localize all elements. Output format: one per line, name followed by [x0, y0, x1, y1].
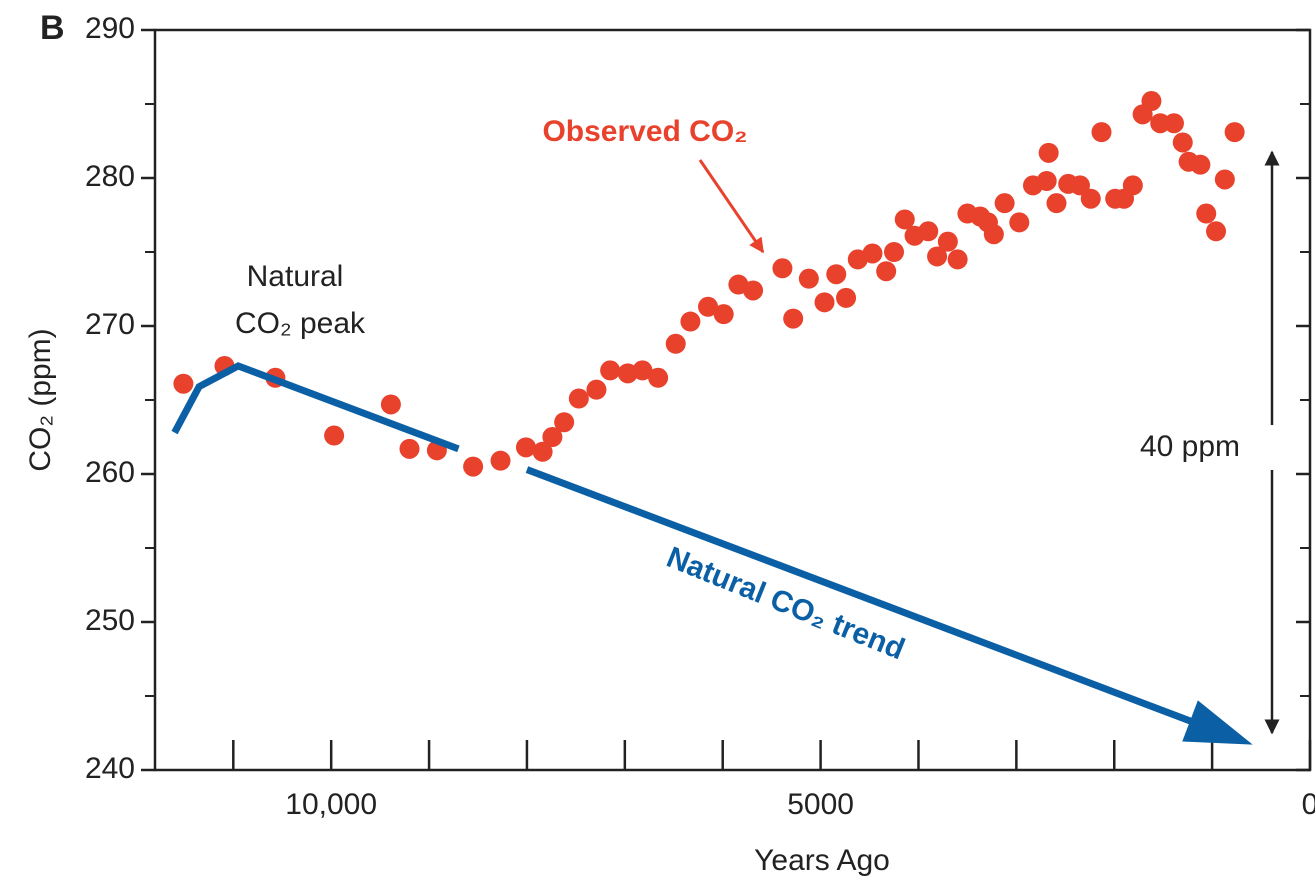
trend-line — [525, 466, 1243, 744]
data-point — [1163, 113, 1184, 134]
y-tick-label: 290 — [85, 12, 135, 45]
data-point — [1009, 212, 1030, 233]
data-point — [680, 311, 701, 332]
data-point — [1196, 203, 1217, 224]
data-point — [713, 304, 734, 325]
data-point — [1150, 113, 1171, 134]
series-label: Observed CO₂ — [542, 115, 747, 148]
data-point — [1080, 188, 1101, 209]
data-point — [894, 209, 915, 230]
data-point — [1172, 132, 1193, 153]
data-point — [862, 243, 883, 264]
y-tick-label: 270 — [85, 308, 135, 341]
x-tick-label: 5000 — [787, 788, 854, 821]
annotation: CO₂ peak — [235, 307, 366, 340]
data-point — [698, 296, 719, 317]
data-point — [1038, 142, 1059, 163]
data-point — [937, 231, 958, 252]
data-point — [173, 373, 194, 394]
y-tick-label: 250 — [85, 604, 135, 637]
y-tick-label: 240 — [85, 752, 135, 785]
data-point — [783, 308, 804, 329]
data-point — [632, 360, 653, 381]
data-point — [1122, 175, 1143, 196]
data-point — [515, 437, 536, 458]
data-point — [1036, 170, 1057, 191]
data-point — [994, 193, 1015, 214]
y-axis-label: CO₂ (ppm) — [24, 328, 57, 471]
x-axis-label: Years Ago — [754, 844, 890, 877]
y-tick-label: 280 — [85, 160, 135, 193]
panel-label: B — [40, 9, 65, 47]
data-point — [1046, 193, 1067, 214]
data-point — [532, 441, 553, 462]
data-point — [1141, 91, 1162, 112]
data-point — [586, 379, 607, 400]
data-point — [1091, 122, 1112, 143]
x-tick-label: 0 — [1302, 788, 1315, 821]
data-point — [743, 280, 764, 301]
data-point — [1206, 221, 1227, 242]
data-point — [983, 224, 1004, 245]
data-point — [836, 287, 857, 308]
data-point — [324, 425, 345, 446]
data-point — [648, 367, 669, 388]
data-point — [380, 394, 401, 415]
data-point — [798, 268, 819, 289]
annotation-arrow — [698, 159, 765, 254]
data-point — [947, 249, 968, 270]
data-point — [490, 450, 511, 471]
data-point — [1214, 169, 1235, 190]
annotation: 40 ppm — [1140, 430, 1240, 463]
annotation: Natural — [247, 260, 344, 293]
data-point — [884, 242, 905, 262]
data-point — [463, 456, 484, 477]
data-point — [568, 388, 589, 409]
data-point — [665, 333, 686, 354]
data-point — [876, 261, 897, 282]
data-point — [814, 292, 835, 313]
y-tick-label: 260 — [85, 456, 135, 489]
data-point — [1069, 175, 1090, 196]
data-point — [772, 258, 793, 279]
data-point — [927, 246, 948, 267]
data-point — [554, 412, 575, 433]
data-point — [1224, 122, 1245, 143]
x-tick-label: 10,000 — [285, 788, 377, 821]
data-point — [399, 438, 420, 459]
data-point — [600, 360, 621, 381]
data-point — [1190, 154, 1211, 175]
data-point — [918, 221, 939, 242]
data-point — [542, 427, 563, 447]
data-point — [826, 264, 847, 285]
trend-arrowhead — [1182, 700, 1253, 745]
trend-line — [171, 362, 460, 453]
